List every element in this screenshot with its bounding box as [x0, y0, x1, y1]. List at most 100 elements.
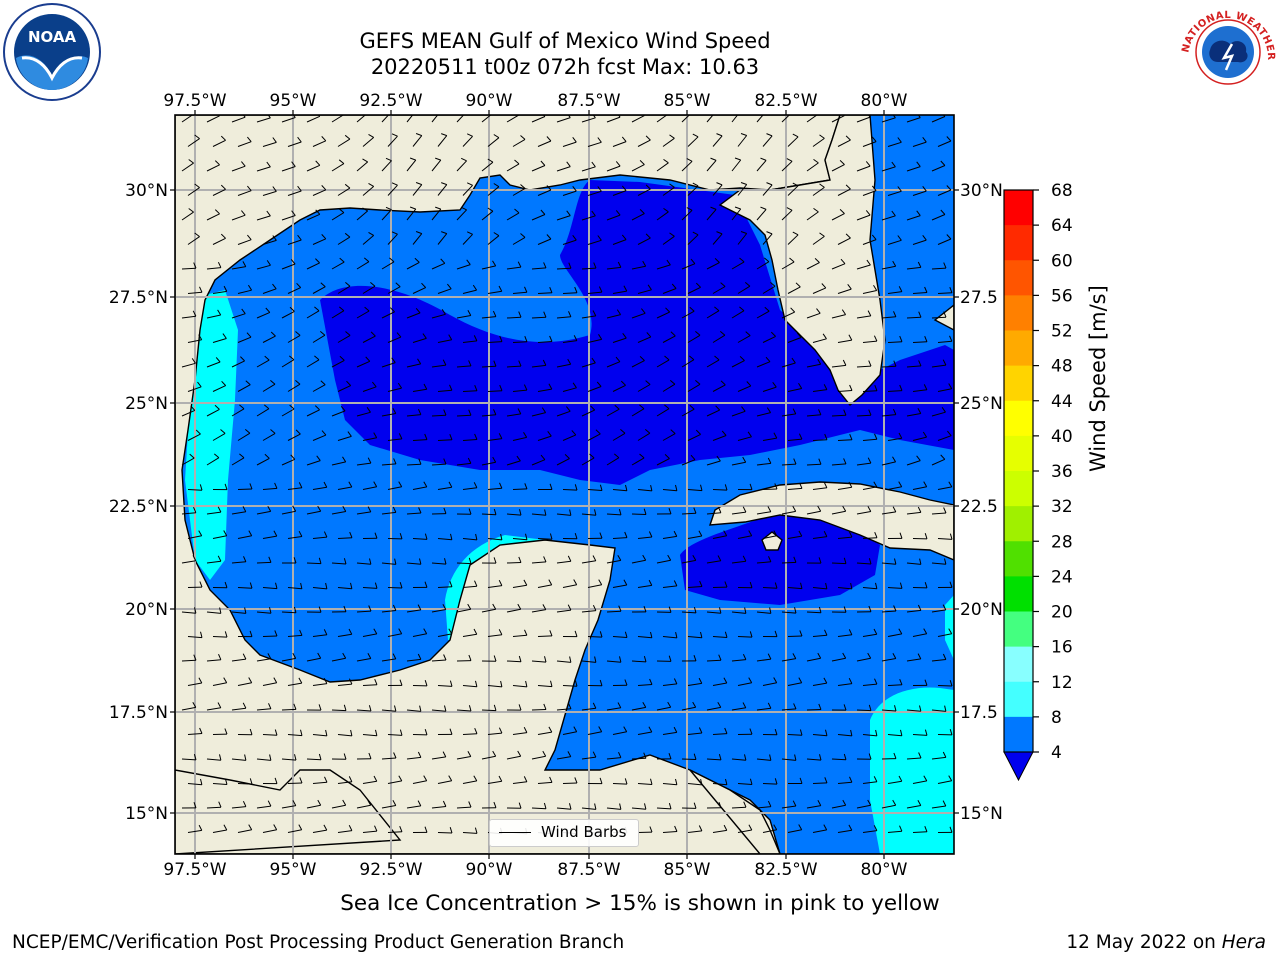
wind-barb — [656, 211, 669, 221]
wind-barb-flag — [414, 257, 420, 263]
wind-barb — [931, 116, 946, 123]
wind-barb — [937, 633, 952, 637]
wind-barb-flag — [764, 306, 770, 312]
wind-barb — [462, 685, 477, 688]
wind-barb — [462, 340, 477, 343]
wind-barb — [362, 587, 378, 589]
wind-barb-flag — [899, 532, 903, 539]
wind-barb-flag — [567, 555, 572, 562]
wind-barb — [387, 438, 402, 441]
wind-zone-8-12-west — [185, 290, 238, 580]
wind-barb-flag — [590, 405, 596, 411]
wind-barb-flag — [368, 605, 372, 612]
wind-barb-flag — [542, 359, 547, 366]
wind-barb — [237, 587, 253, 589]
wind-barb — [662, 137, 675, 147]
wind-barb-flag — [843, 704, 847, 711]
wind-barb-flag — [242, 702, 247, 709]
wind-barb-flag — [270, 380, 276, 385]
wind-barb-flag — [796, 332, 802, 338]
wind-barb-flag — [288, 355, 295, 361]
wind-barb — [606, 707, 621, 711]
wind-barb-flag — [348, 776, 353, 783]
wind-barb-flag — [197, 381, 202, 388]
wind-barb-flag — [695, 331, 701, 336]
wind-barb-flag — [848, 531, 853, 538]
wind-barb — [731, 360, 745, 368]
wind-barb-flag — [415, 182, 422, 186]
wind-barb — [181, 409, 196, 417]
wind-barb — [206, 361, 221, 368]
wind-barb — [556, 560, 571, 564]
wind-barb — [437, 389, 452, 392]
wind-barb — [812, 487, 827, 490]
wind-barb-flag — [574, 630, 578, 637]
wind-barb — [581, 807, 596, 810]
wind-barb — [456, 562, 472, 565]
wind-barb-flag — [275, 582, 278, 589]
wind-barb — [556, 609, 571, 613]
wind-barb — [912, 633, 927, 637]
wind-barb — [181, 315, 196, 319]
wind-barb — [312, 189, 327, 196]
wind-barb-flag — [218, 801, 222, 808]
wind-barb — [431, 609, 446, 613]
wind-barb-flag — [693, 802, 697, 809]
wind-barb — [662, 683, 677, 686]
wind-barb — [587, 731, 602, 735]
wind-barb-flag — [668, 753, 672, 760]
wind-barb — [931, 709, 946, 712]
wind-barb-flag — [467, 457, 472, 464]
wind-barb-flag — [818, 557, 822, 564]
wind-barb-flag — [624, 778, 628, 785]
wind-barb-flag — [543, 311, 547, 318]
wind-barb-flag — [874, 433, 878, 440]
wind-barb — [706, 758, 722, 761]
wind-barb-flag — [848, 824, 853, 831]
wind-barb-flag — [473, 628, 478, 635]
wind-barb — [781, 209, 793, 221]
wind-barb — [756, 611, 771, 614]
wind-barb-flag — [415, 133, 422, 137]
wind-barb — [637, 783, 653, 785]
wind-barb — [662, 783, 677, 786]
wind-barb — [431, 709, 446, 712]
wind-barb — [881, 265, 896, 270]
wind-barb-flag — [291, 210, 296, 216]
wind-barb — [487, 585, 502, 588]
wind-barb-flag — [572, 137, 577, 143]
wind-barb — [712, 783, 727, 786]
wind-barb-flag — [591, 210, 596, 217]
wind-barb-flag — [398, 433, 403, 440]
colorbar-tick-label: 64 — [1051, 216, 1073, 236]
wind-barb — [581, 560, 596, 564]
wind-barb-flag — [790, 307, 796, 313]
wind-barb-flag — [493, 232, 500, 237]
wind-barb — [806, 709, 822, 711]
wind-barb — [287, 587, 302, 590]
wind-barb-flag — [546, 185, 552, 191]
wind-barb-flag — [692, 133, 699, 138]
colorbar-segment — [1004, 576, 1033, 612]
wind-barb — [431, 562, 447, 565]
wind-barb-flag — [417, 408, 422, 415]
wind-barb — [381, 463, 397, 466]
wind-barb — [787, 487, 803, 490]
wind-barb — [762, 233, 773, 245]
wind-barb — [756, 511, 771, 515]
wind-barb-flag — [897, 235, 902, 241]
wind-barb-flag — [670, 331, 676, 337]
wind-barb — [406, 756, 421, 760]
wind-barb-flag — [272, 137, 277, 143]
wind-barb-flag — [189, 453, 195, 459]
wind-barb — [356, 411, 371, 417]
date-stamp: 12 May 2022 on Hera — [1066, 932, 1266, 953]
wind-barb-flag — [700, 778, 703, 786]
wind-barb — [456, 209, 467, 221]
wind-barb-flag — [892, 456, 897, 463]
wind-barb-flag — [949, 826, 953, 833]
wind-barb-flag — [474, 385, 478, 391]
lat-label-right: 25°N — [960, 394, 1003, 414]
wind-barb-flag — [599, 777, 603, 784]
wind-barb-flag — [792, 231, 799, 236]
